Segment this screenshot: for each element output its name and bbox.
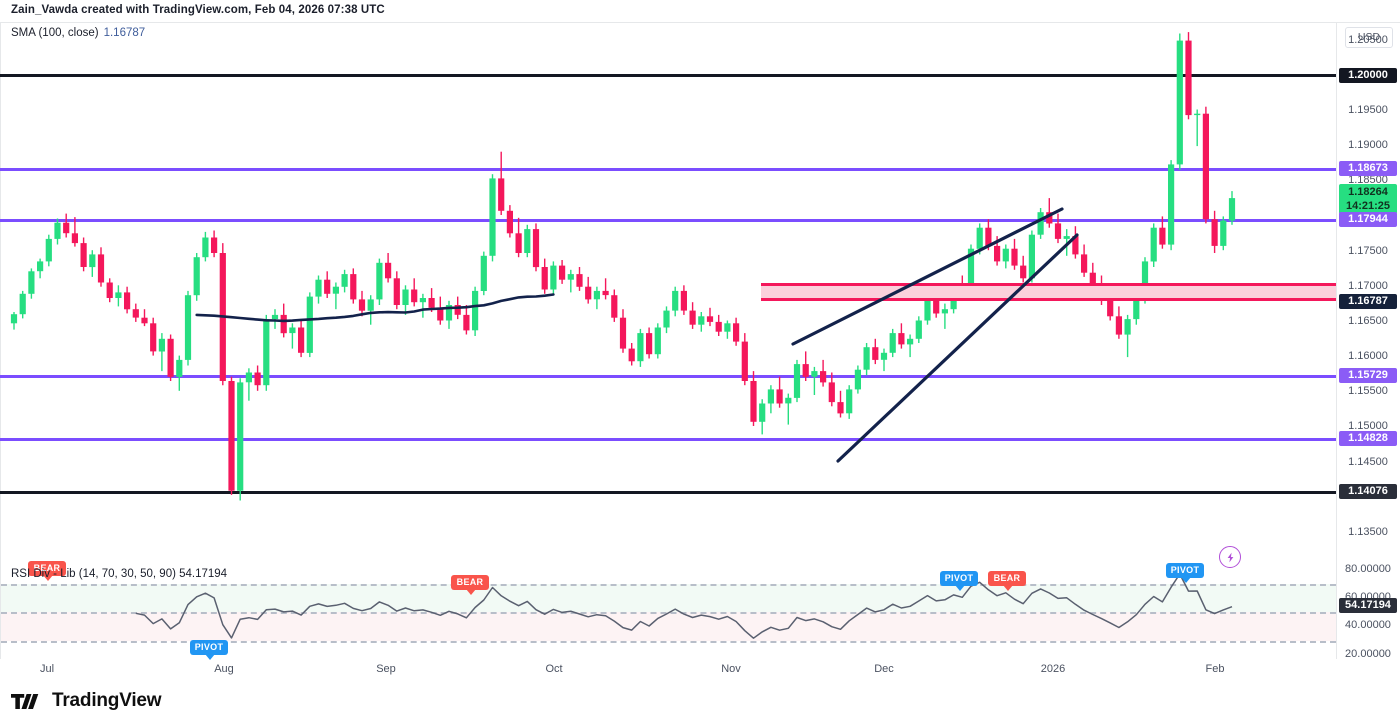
price-pill-1-14076: 1.14076 [1339, 484, 1397, 500]
sma-legend-name: SMA (100, close) [11, 27, 99, 39]
marker-pivot-1[interactable]: PIVOT [190, 640, 228, 660]
price-scale[interactable]: USD 1.20500 1.19500 1.19000 1.18500 1.17500 1… [1336, 23, 1400, 561]
marker-tail-icon [205, 654, 215, 660]
marker-tail-icon [1181, 577, 1191, 583]
time-tick-aug: Aug [214, 663, 234, 675]
time-tick-feb: Feb [1205, 663, 1225, 675]
price-tick: 1.20500 [1348, 33, 1388, 46]
price-tick: 1.13500 [1348, 525, 1388, 538]
sma-legend-value: 1.16787 [103, 27, 146, 39]
price-tick: 1.16000 [1348, 350, 1388, 363]
rsi-level-30 [1, 640, 1336, 643]
price-legend: SMA (100, close) 1.16787 [11, 27, 145, 39]
price-tick: 1.19500 [1348, 103, 1388, 116]
attribution-text: Zain_Vawda created with TradingView.com,… [11, 4, 385, 16]
lightning-icon[interactable] [1219, 546, 1241, 568]
rsi-left-border [0, 561, 1, 659]
marker-tail-icon [43, 575, 53, 581]
price-tick: 1.16500 [1348, 314, 1388, 327]
price-tick: 1.18500 [1348, 174, 1388, 187]
price-tick: 1.15000 [1348, 420, 1388, 433]
price-pill-1-20000: 1.20000 [1339, 67, 1397, 83]
marker-tail-icon [955, 585, 965, 591]
rsi-tick: 80.00000 [1345, 562, 1391, 575]
price-tick: 1.14500 [1348, 455, 1388, 468]
rsi-upper-band [1, 583, 1336, 613]
rsi-scale[interactable]: 80.00000 60.00000 40.00000 20.00000 54.1719… [1336, 561, 1400, 660]
tradingview-mark-icon [11, 693, 39, 709]
time-tick-nov: Nov [721, 663, 741, 675]
currency-badge[interactable]: USD [1345, 27, 1393, 48]
tradingview-logo[interactable]: TradingView [11, 690, 162, 712]
rsi-indicator-pane[interactable] [0, 561, 1336, 659]
time-tick-dec: Dec [874, 663, 894, 675]
level-line-1-17944[interactable] [0, 218, 1336, 222]
marker-tail-icon [466, 589, 476, 595]
resistance-zone[interactable] [761, 282, 1336, 302]
marker-pivot-3[interactable]: PIVOT [940, 571, 978, 591]
rsi-value-pill: 54.17194 [1339, 598, 1397, 614]
price-tick: 1.17000 [1348, 279, 1388, 292]
price-tick: 1.19000 [1348, 139, 1388, 152]
price-pill-1-14828: 1.14828 [1339, 431, 1397, 447]
time-scale[interactable]: Jul Aug Sep Oct Nov Dec 2026 Feb [0, 659, 1400, 682]
marker-tail-icon [1003, 585, 1013, 591]
rsi-tick: 20.00000 [1345, 647, 1391, 660]
price-tick: 1.17500 [1348, 244, 1388, 257]
price-pill-1-16787: 1.16787 [1339, 293, 1397, 309]
time-tick-oct: Oct [545, 663, 563, 675]
marker-bear-4[interactable]: BEAR [988, 571, 1026, 591]
rsi-level-70 [1, 583, 1336, 586]
price-pill-1-18673: 1.18673 [1339, 161, 1397, 177]
time-tick-2026: 2026 [1040, 663, 1066, 675]
marker-bear-2[interactable]: BEAR [451, 575, 489, 595]
rsi-tick: 40.00000 [1345, 619, 1391, 632]
rsi-legend: RSI Div - Lib (14, 70, 30, 50, 90) 54.17… [11, 568, 228, 580]
footer-bar: TradingView [0, 681, 1400, 722]
level-line-1-20000[interactable] [0, 74, 1336, 78]
time-tick-jul: Jul [39, 663, 55, 675]
level-line-1-15729[interactable] [0, 374, 1336, 378]
level-line-1-14076[interactable] [0, 490, 1336, 494]
pane-left-border [0, 23, 1, 561]
tradingview-wordmark: TradingView [52, 690, 162, 711]
rsi-series-canvas [135, 573, 1233, 639]
price-tick: 1.15500 [1348, 385, 1388, 398]
price-pill-1-15729: 1.15729 [1339, 368, 1397, 384]
marker-pivot-5[interactable]: PIVOT [1166, 563, 1204, 583]
price-chart-pane[interactable] [0, 23, 1336, 561]
level-line-1-14828[interactable] [0, 437, 1336, 441]
price-pill-1-17944: 1.17944 [1339, 212, 1397, 228]
time-tick-sep: Sep [376, 663, 396, 675]
marker-bear-0[interactable]: BEAR [28, 561, 66, 581]
price-pill-1-18264: 1.18264 14:21:25 [1339, 183, 1397, 214]
header-divider [0, 22, 1400, 23]
level-line-1-18673[interactable] [0, 167, 1336, 171]
